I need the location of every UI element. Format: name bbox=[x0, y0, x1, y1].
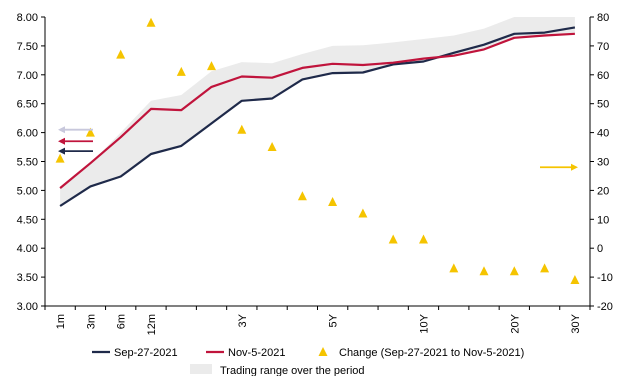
annotation-arrow-left-head bbox=[58, 147, 65, 155]
left-tick-label: 3.00 bbox=[17, 301, 38, 313]
change-point bbox=[540, 263, 550, 273]
right-tick-label: 20 bbox=[597, 185, 609, 197]
trading-range-band bbox=[60, 17, 575, 206]
legend-label-nov-5-2021: Nov-5-2021 bbox=[228, 347, 285, 359]
annotation-arrow-left-head bbox=[58, 126, 65, 134]
x-tick-label: 20Y bbox=[509, 313, 521, 333]
change-point bbox=[297, 191, 307, 201]
change-point bbox=[116, 49, 126, 59]
change-point bbox=[449, 263, 459, 273]
left-tick-label: 5.00 bbox=[17, 185, 38, 197]
left-tick-label: 8.00 bbox=[17, 12, 38, 24]
left-tick-label: 5.50 bbox=[17, 157, 38, 169]
x-tick-label: 3m bbox=[85, 314, 97, 329]
right-tick-label: 50 bbox=[597, 99, 609, 111]
change-point bbox=[207, 61, 216, 71]
change-point bbox=[419, 234, 428, 244]
change-point bbox=[388, 234, 398, 244]
x-tick-label: 1m bbox=[55, 314, 67, 329]
right-tick-label: -10 bbox=[597, 272, 613, 284]
annotation-arrows-layer bbox=[58, 126, 578, 171]
right-tick-label: 0 bbox=[597, 243, 603, 255]
right-tick-label: -20 bbox=[597, 301, 613, 313]
change-point bbox=[479, 266, 489, 276]
right-tick-label: 10 bbox=[597, 214, 609, 226]
annotation-arrow-right-head bbox=[571, 163, 578, 171]
series-line-nov-5-2021 bbox=[59, 32, 575, 189]
legend-swatch-change-sep-27-2021-to-nov-5-2021 bbox=[318, 347, 328, 356]
x-tick-label: 30Y bbox=[570, 313, 582, 333]
change-point bbox=[55, 153, 65, 163]
legend-label-sep-27-2021: Sep-27-2021 bbox=[114, 347, 178, 359]
left-tick-label: 7.00 bbox=[17, 70, 38, 82]
left-tick-label: 6.00 bbox=[17, 128, 38, 140]
right-tick-label: 80 bbox=[597, 12, 609, 24]
change-point bbox=[176, 66, 186, 76]
axes-layer: 3.00 3.50 4.00 4.50 5.00 5.50 6.00 6.50 7.00 7.50… bbox=[17, 12, 613, 335]
change-point bbox=[267, 142, 277, 151]
left-tick-label: 4.50 bbox=[17, 214, 38, 226]
x-tick-label: 10Y bbox=[419, 313, 431, 333]
left-tick-label: 3.50 bbox=[17, 272, 38, 284]
right-tick-label: 40 bbox=[597, 128, 609, 140]
change-point bbox=[85, 127, 95, 137]
x-tick-label: 3Y bbox=[237, 313, 249, 327]
left-tick-label: 6.50 bbox=[17, 99, 38, 111]
right-tick-label: 30 bbox=[597, 157, 609, 169]
legend-label-change-sep-27-2021-to-nov-5-2021: Change (Sep-27-2021 to Nov-5-2021) bbox=[339, 347, 524, 359]
x-tick-label: 5Y bbox=[328, 313, 340, 327]
right-tick-label: 70 bbox=[597, 41, 609, 53]
change-point bbox=[237, 124, 247, 134]
change-point bbox=[570, 275, 580, 284]
annotation-arrow-left-head bbox=[58, 137, 65, 145]
series-layer bbox=[55, 17, 580, 284]
change-point bbox=[509, 266, 519, 276]
trading-range-band-layer bbox=[60, 17, 575, 206]
x-tick-label: 6m bbox=[116, 314, 128, 329]
left-tick-label: 7.50 bbox=[17, 41, 38, 53]
legend-swatch-trading-range bbox=[190, 364, 212, 374]
series-line-sep-27-2021 bbox=[59, 26, 576, 207]
left-tick-label: 4.00 bbox=[17, 243, 38, 255]
legend: Sep-27-2021 Nov-5-2021 Change (Sep-27-2021… bbox=[92, 347, 524, 376]
change-point bbox=[358, 208, 368, 218]
change-point bbox=[146, 17, 156, 27]
x-tick-label: 12m bbox=[146, 314, 158, 335]
change-point bbox=[328, 197, 338, 206]
legend-label-trading-range: Trading range over the period bbox=[220, 365, 365, 376]
right-tick-label: 60 bbox=[597, 70, 609, 82]
